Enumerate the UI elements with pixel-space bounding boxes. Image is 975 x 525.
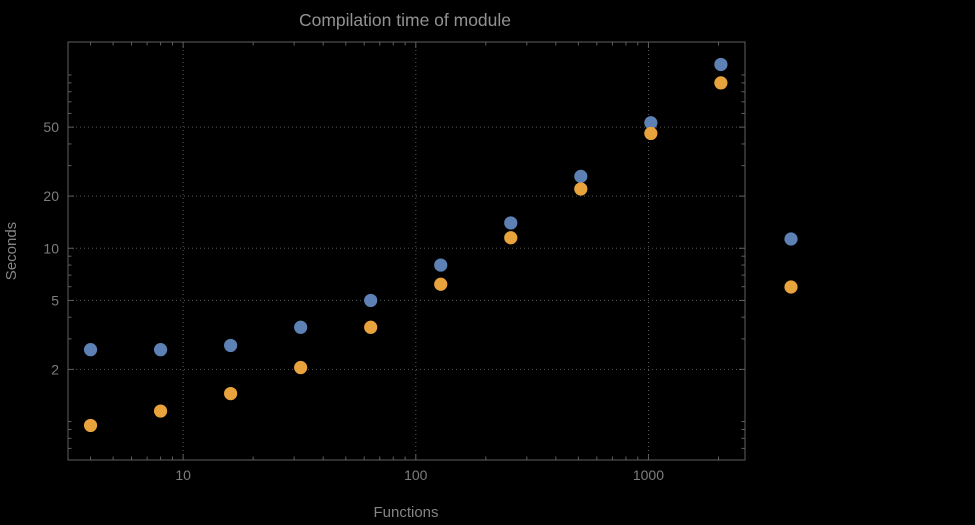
chart-title: Compilation time of module	[299, 10, 511, 30]
y-tick-label: 20	[43, 188, 59, 204]
data-point-series-2	[83, 418, 98, 433]
data-point-series-2	[504, 231, 518, 245]
axis-tick-labels: 10 100 1000 2 5 10 20 50	[43, 119, 664, 483]
data-point-series-2	[644, 126, 658, 141]
y-tick-label: 10	[43, 240, 59, 256]
data-point-series-1	[83, 343, 98, 357]
plot-frame	[67, 41, 746, 461]
data-point-series-1	[504, 216, 518, 230]
data-point-series-2	[224, 386, 238, 401]
y-tick-label: 2	[51, 361, 59, 377]
data-point-series-1	[153, 343, 168, 357]
legend	[784, 232, 798, 294]
y-tick-label: 5	[51, 292, 59, 308]
data-point-series-1	[294, 320, 308, 334]
x-tick-label: 10	[175, 467, 191, 483]
data-point-series-2	[153, 404, 168, 418]
data-point-series-2	[294, 360, 308, 375]
axis-ticks	[68, 42, 745, 461]
x-axis-label: Functions	[373, 504, 438, 521]
x-tick-label: 100	[404, 467, 428, 483]
y-axis-label: Seconds	[3, 222, 20, 280]
data-point-series-1	[224, 338, 238, 353]
legend-marker-series-1	[784, 232, 798, 246]
y-tick-label: 50	[43, 119, 59, 135]
data-point-series-1	[434, 258, 448, 272]
grid-lines	[68, 42, 745, 460]
data-point-series-2	[364, 320, 378, 334]
data-point-series-2	[434, 277, 448, 291]
data-point-series-2	[714, 76, 728, 90]
data-point-series-1	[644, 116, 658, 130]
data-point-series-1	[574, 169, 588, 183]
data-points	[83, 57, 728, 433]
data-point-series-1	[364, 293, 378, 308]
data-point-series-1	[714, 57, 728, 72]
legend-marker-series-2	[784, 280, 798, 294]
x-tick-label: 1000	[633, 467, 664, 483]
data-point-series-2	[574, 182, 588, 196]
